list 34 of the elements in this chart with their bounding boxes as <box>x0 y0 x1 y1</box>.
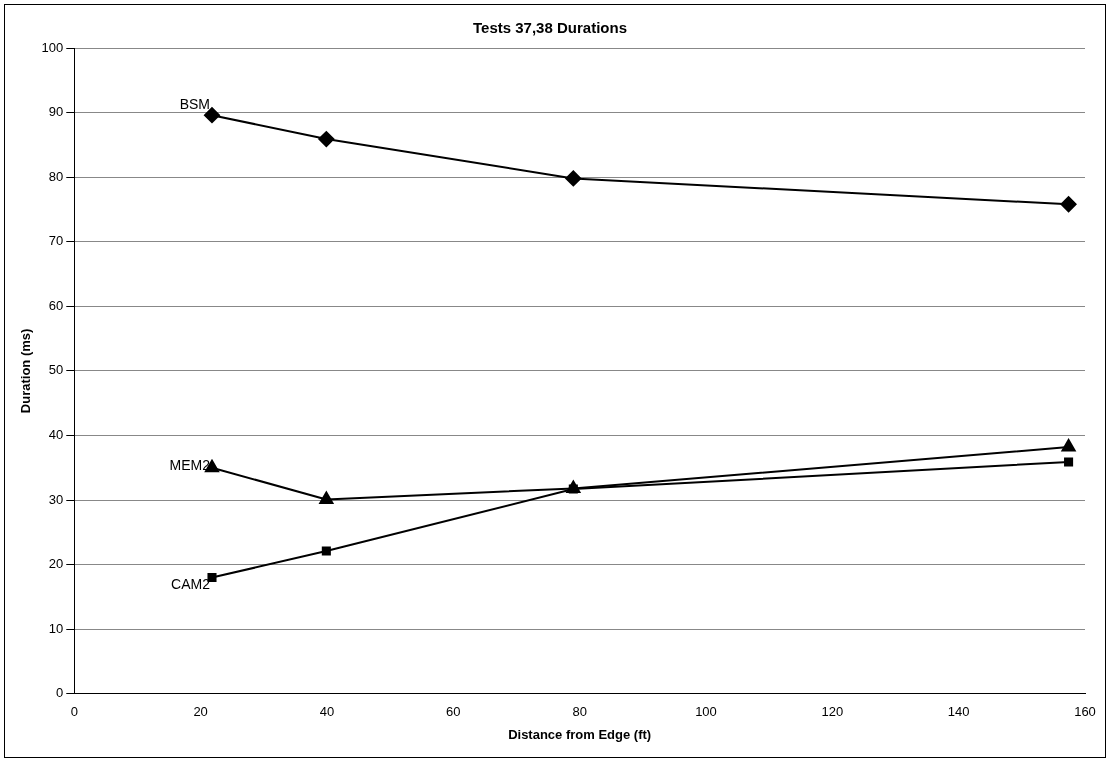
point <box>1064 457 1074 467</box>
x-tick-label: 100 <box>695 704 717 720</box>
x-axis-title: Distance from Edge (ft) <box>508 726 652 742</box>
y-tick-label: 60 <box>48 297 64 313</box>
series-label: CAM2 <box>171 576 211 593</box>
point <box>565 170 582 187</box>
y-tick-label: 20 <box>48 556 64 572</box>
series-label: MEM2 <box>169 456 211 473</box>
y-tick-label: 30 <box>48 491 64 507</box>
series-label: BSM <box>179 96 210 113</box>
point <box>204 107 220 124</box>
y-tick-label: 100 <box>41 39 64 55</box>
y-tick-label: 10 <box>48 620 64 636</box>
x-tick-label: 20 <box>193 704 208 720</box>
x-tick-label: 0 <box>70 704 78 720</box>
y-tick-label: 80 <box>48 168 64 184</box>
chart-title: Tests 37,38 Durations <box>473 19 627 37</box>
point <box>318 131 335 148</box>
y-tick-label: 90 <box>48 104 64 120</box>
point <box>1061 439 1076 452</box>
y-tick-label: 0 <box>56 685 64 701</box>
y-tick-label: 70 <box>48 233 64 249</box>
x-tick-label: 80 <box>572 704 587 720</box>
point <box>321 546 331 556</box>
x-tick-label: 120 <box>821 704 844 720</box>
x-tick-label: 60 <box>446 704 461 720</box>
y-tick-label: 40 <box>48 427 64 443</box>
x-tick-label: 140 <box>947 704 970 720</box>
x-tick-label: 40 <box>319 704 335 720</box>
point <box>319 491 334 504</box>
y-axis-title: Duration (ms) <box>18 328 34 414</box>
y-tick-label: 50 <box>48 362 64 378</box>
x-tick-label: 160 <box>1074 704 1096 720</box>
point <box>1060 196 1077 213</box>
